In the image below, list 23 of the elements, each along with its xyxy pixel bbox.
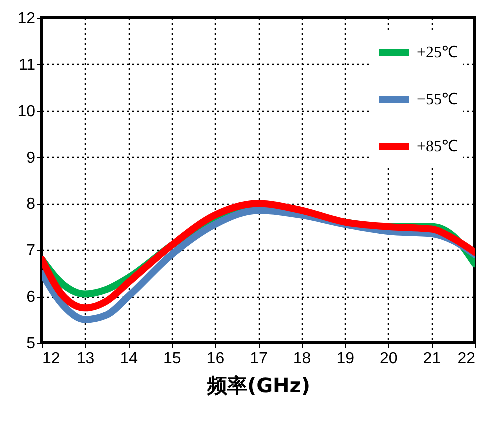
y-tick-label: 6 xyxy=(26,289,36,306)
x-tick-label: 18 xyxy=(293,350,312,368)
legend-label: +85℃ xyxy=(417,138,458,156)
legend-label: −55℃ xyxy=(417,92,458,108)
x-tick-label: 14 xyxy=(120,350,138,368)
x-tick-label: 16 xyxy=(206,350,225,368)
y-tick-label: 5 xyxy=(26,336,36,352)
y-tick-label: 7 xyxy=(26,242,36,260)
y-tick-label: 8 xyxy=(26,196,36,214)
y-tick-label: 9 xyxy=(26,150,36,167)
y-tick-label: 12 xyxy=(18,10,36,28)
y-tick-label: 10 xyxy=(18,103,36,120)
x-axis-title: 频率(GHz) xyxy=(206,374,311,398)
y-tick-label: 11 xyxy=(18,56,36,74)
x-tick-label: 22 xyxy=(458,350,476,368)
x-tick-label: 13 xyxy=(76,350,95,368)
x-tick-label: 21 xyxy=(423,350,442,368)
x-tick-label: 20 xyxy=(380,350,398,368)
legend-label: +25℃ xyxy=(417,44,458,62)
x-tick-label: 15 xyxy=(164,350,182,368)
x-tick-label: 19 xyxy=(336,350,355,368)
x-tick-label: 17 xyxy=(250,350,268,368)
x-tick-label: 12 xyxy=(42,350,60,368)
